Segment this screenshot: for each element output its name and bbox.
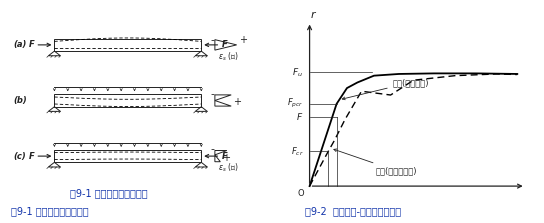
Text: $\varepsilon_s$ (压): $\varepsilon_s$ (压) [218,50,238,63]
Text: +: + [233,97,240,107]
Text: $F$: $F$ [296,111,304,122]
Text: 开裂(预应力架): 开裂(预应力架) [342,78,429,100]
Text: F: F [221,40,227,49]
Text: $F_{pcr}$: $F_{pcr}$ [287,97,304,110]
Text: 开裂(非预应力架): 开裂(非预应力架) [334,149,418,176]
Text: F: F [221,152,227,161]
Text: $F_u$: $F_u$ [293,66,304,78]
Text: -: - [210,145,214,154]
Text: r: r [311,10,315,20]
Text: 图9-2  梁的荷载-绕度曲线对比图: 图9-2 梁的荷载-绕度曲线对比图 [305,206,401,216]
Text: F: F [28,40,34,49]
Text: +: + [222,153,230,163]
Text: F: F [28,152,34,161]
Text: 图9-1 预应力梁的受力情况: 图9-1 预应力梁的受力情况 [11,206,89,216]
Text: O: O [298,189,305,198]
Text: $\varepsilon_s$ (拉): $\varepsilon_s$ (拉) [218,161,238,174]
Text: $F_{cr}$: $F_{cr}$ [290,145,304,158]
Text: -: - [210,35,214,45]
Text: (b): (b) [14,96,27,105]
Text: -: - [210,89,214,99]
Text: (a): (a) [14,40,27,49]
Text: +: + [239,35,248,45]
Text: (c): (c) [14,152,26,161]
Text: 图9-1 预应力梁的受力情况: 图9-1 预应力梁的受力情况 [70,188,147,198]
